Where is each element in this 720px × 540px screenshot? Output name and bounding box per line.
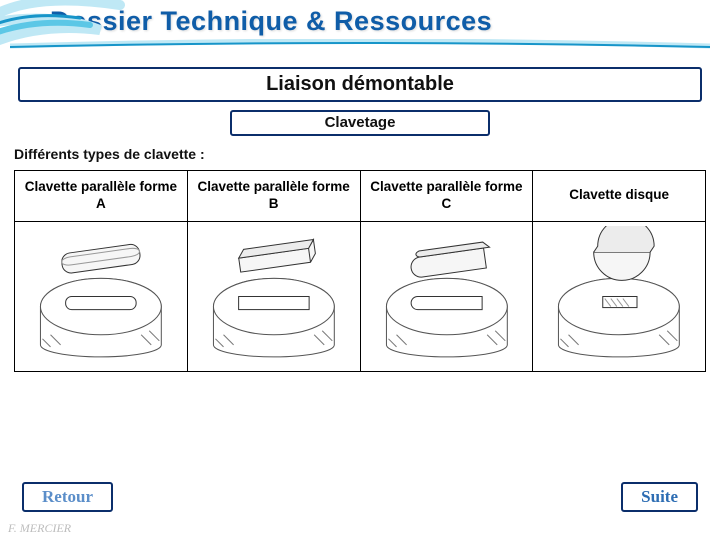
table-image-row (15, 221, 706, 371)
secondary-topic-box: Clavetage (230, 110, 490, 136)
secondary-topic-label: Clavetage (325, 114, 396, 131)
title-underline-decor (10, 39, 710, 49)
section-subtitle: Différents types de clavette : (14, 146, 706, 162)
diagram-forme-a (15, 221, 188, 371)
back-button[interactable]: Retour (22, 482, 113, 512)
col-header-forme-c: Clavette parallèle forme C (360, 171, 533, 222)
footer-credit: F. MERCIER (8, 521, 71, 536)
clavette-types-table: Clavette parallèle forme A Clavette para… (14, 170, 706, 372)
table-header-row: Clavette parallèle forme A Clavette para… (15, 171, 706, 222)
primary-topic-box: Liaison démontable (18, 67, 702, 102)
col-header-disque: Clavette disque (533, 171, 706, 222)
col-header-forme-b: Clavette parallèle forme B (187, 171, 360, 222)
diagram-forme-b (187, 221, 360, 371)
diagram-forme-c (360, 221, 533, 371)
col-header-forme-a: Clavette parallèle forme A (15, 171, 188, 222)
primary-topic-label: Liaison démontable (266, 73, 454, 95)
diagram-disque (533, 221, 706, 371)
page-title: Dossier Technique & Ressources (50, 6, 492, 36)
next-button[interactable]: Suite (621, 482, 698, 512)
